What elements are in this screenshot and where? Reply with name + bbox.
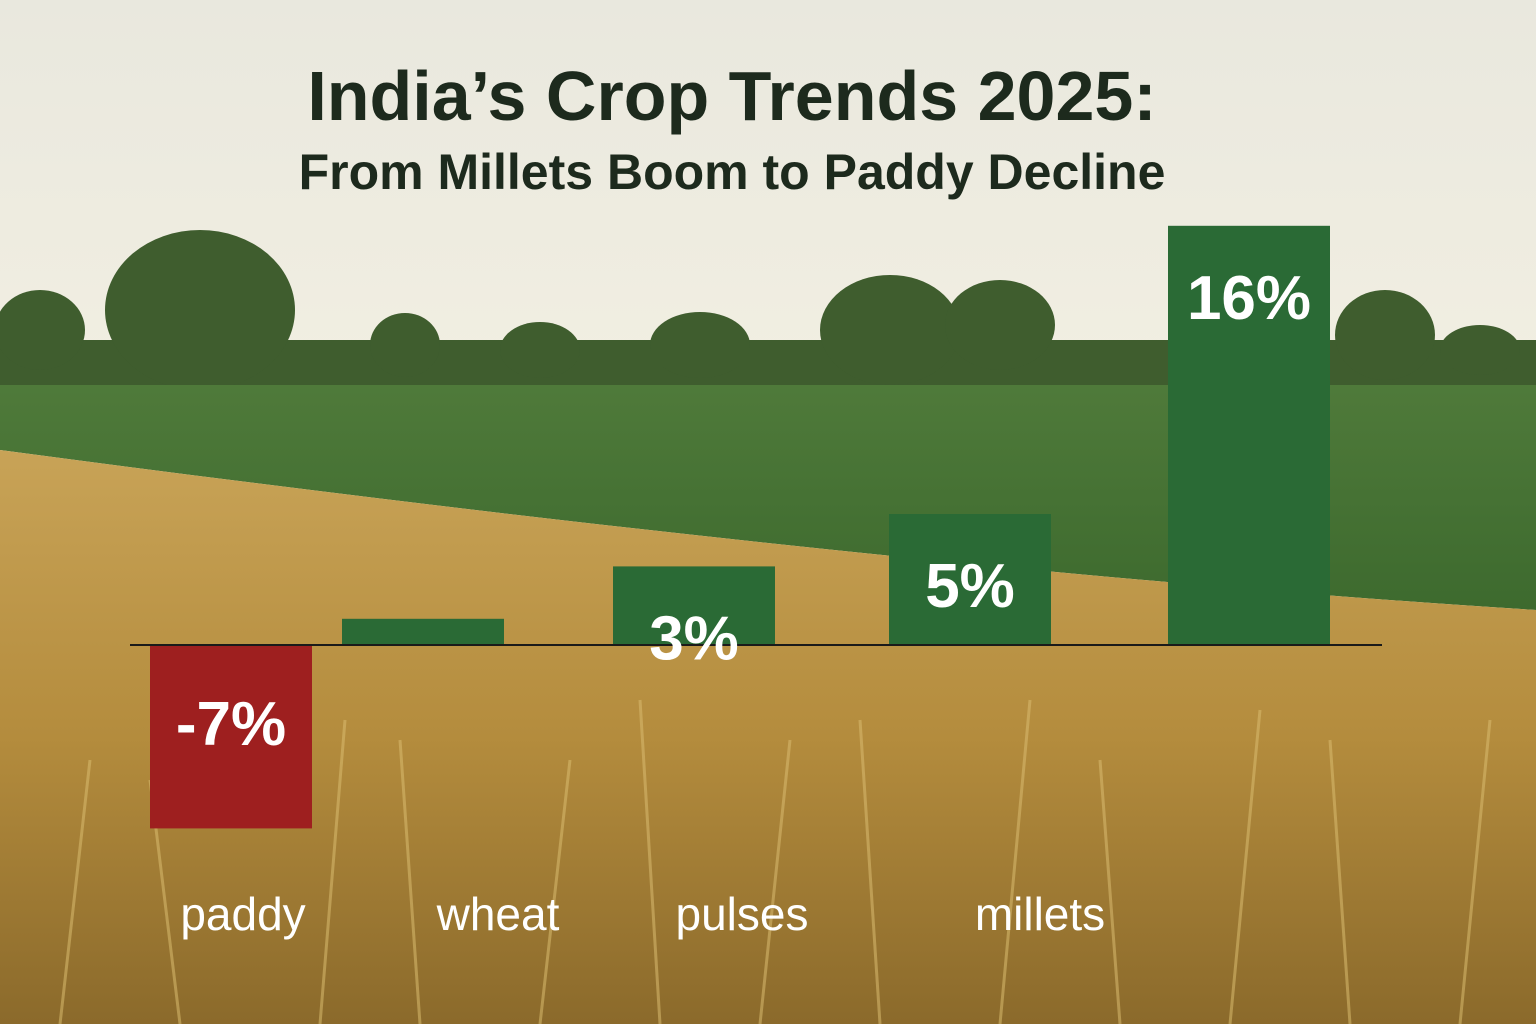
bar-paddy: [150, 645, 312, 829]
value-label: 3%: [649, 604, 739, 673]
category-label-paddy: paddy: [180, 888, 305, 940]
value-label: -7%: [176, 690, 286, 759]
value-label: 16%: [1187, 264, 1311, 333]
bar-millets: [889, 514, 1051, 645]
bar-pulses: [613, 566, 775, 645]
bar-series-4: [1168, 225, 1330, 646]
bar-wheat: [342, 618, 504, 645]
category-label-millets: millets: [975, 888, 1105, 940]
chart-subtitle: From Millets Boom to Paddy Decline: [298, 144, 1166, 200]
chart-title: India’s Crop Trends 2025:: [307, 57, 1157, 135]
category-label-wheat: wheat: [436, 888, 560, 940]
category-label-pulses: pulses: [676, 888, 809, 940]
value-label: 5%: [925, 552, 1015, 621]
